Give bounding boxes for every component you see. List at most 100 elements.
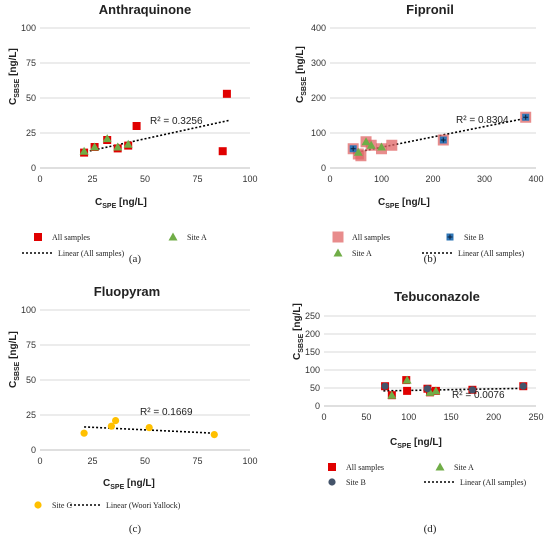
y-tick-label: 50 [26,93,36,103]
data-point-cross [440,137,446,143]
y-tick-label: 100 [21,23,36,33]
panel-caption: (a) [129,253,142,265]
trendline [383,387,524,392]
chart-title: Fipronil [406,2,454,17]
legend-symbol [446,233,454,241]
data-point [468,386,476,394]
legend-symbol [333,248,343,257]
legend-label: Site A [352,249,372,258]
x-tick-label: 25 [87,456,97,466]
x-axis-label: CSPE [ng/L] [95,197,147,210]
y-axis-label: CSBSE [ng/L] [292,303,305,360]
legend-symbol-cross [447,234,453,240]
chart-title: Fluopyram [94,284,160,299]
chart-panel-2: Fipronil 0 100 200 300 400 0 100 200 300 400 CSPE [… [295,2,544,265]
data-point [423,385,432,393]
r-squared-label: R² = 0.8304 [456,115,509,126]
data-point [361,137,371,146]
x-tick-label: 0 [321,412,326,422]
y-tick-label: 100 [305,365,320,375]
y-axis-label: CSBSE [ng/L] [8,48,21,105]
y-tick-label: 0 [321,163,326,173]
x-tick-label: 100 [374,174,389,184]
data-point [112,417,120,425]
x-axis-label: CSPE [ng/L] [390,437,442,450]
legend-label: Site B [346,478,366,487]
chart-panel-3: Fluopyram 0 25 50 75 100 0 25 50 75 100 CSPE [ng/L]… [8,284,258,535]
x-tick-label: 200 [486,412,501,422]
data-point [366,140,376,149]
x-tick-label: 75 [192,174,202,184]
chart-panel-4: Tebuconazole 0 50 100 150 200 250 0 50 100 150 200 2… [292,289,544,535]
x-axis-label: CSPE [ng/L] [378,197,430,210]
legend-symbol [328,478,336,486]
x-tick-label: 75 [192,456,202,466]
x-tick-label: 0 [327,174,332,184]
x-tick-label: 100 [401,412,416,422]
legend-label: Site C [52,501,72,510]
data-point [403,386,412,395]
y-axis-label: CSBSE [ng/L] [8,331,21,388]
chart-title: Anthraquinone [99,2,191,17]
data-point [79,146,89,155]
x-tick-label: 0 [37,174,42,184]
x-tick-label: 150 [444,412,459,422]
legend-label: Site A [187,233,207,242]
r-squared-label: R² = 0.0076 [452,390,505,401]
y-tick-label: 400 [311,23,326,33]
data-point [90,142,100,151]
x-tick-label: 400 [528,174,543,184]
data-point [107,422,115,430]
x-tick-label: 25 [87,174,97,184]
y-tick-label: 75 [26,340,36,350]
y-tick-label: 25 [26,128,36,138]
r-squared-label: R² = 0.1669 [140,407,193,418]
legend-symbol [328,463,336,471]
data-point [218,147,227,156]
data-point [102,134,112,143]
data-point [353,147,363,156]
data-point [377,142,386,151]
y-tick-label: 0 [31,445,36,455]
x-tick-label: 0 [37,456,42,466]
legend-label: Linear (All samples) [58,249,125,258]
data-point [386,139,398,151]
y-tick-label: 250 [305,311,320,321]
x-axis-label: CSPE [ng/L] [103,478,155,491]
legend-label: Linear (All samples) [458,249,525,258]
data-point [210,431,218,439]
r-squared-label: R² = 0.3256 [150,116,203,127]
data-point [431,386,441,395]
legend-label: All samples [346,463,384,472]
y-tick-label: 25 [26,410,36,420]
x-tick-label: 100 [242,456,257,466]
legend-symbol [168,232,178,241]
data-point [349,145,357,153]
data-point-cross [350,146,356,152]
data-point [80,429,88,437]
data-point [387,390,397,399]
y-tick-label: 50 [26,375,36,385]
x-tick-label: 50 [140,174,150,184]
panel-caption: (d) [424,523,437,535]
y-tick-label: 100 [21,305,36,315]
x-tick-label: 250 [528,412,543,422]
legend-label: Linear (All samples) [460,478,527,487]
y-tick-label: 200 [311,93,326,103]
y-tick-label: 150 [305,347,320,357]
legend-symbol [34,501,42,509]
x-tick-label: 50 [361,412,371,422]
y-tick-label: 50 [310,383,320,393]
chart-title: Tebuconazole [394,289,480,304]
data-point [132,122,141,130]
x-tick-label: 100 [242,174,257,184]
legend-label: Site A [454,463,474,472]
data-point [522,113,530,121]
data-point-cross [523,114,529,120]
data-point [519,382,527,390]
y-tick-label: 75 [26,58,36,68]
trendline [81,119,230,154]
data-point [402,375,412,384]
y-tick-label: 0 [315,401,320,411]
x-tick-label: 300 [477,174,492,184]
